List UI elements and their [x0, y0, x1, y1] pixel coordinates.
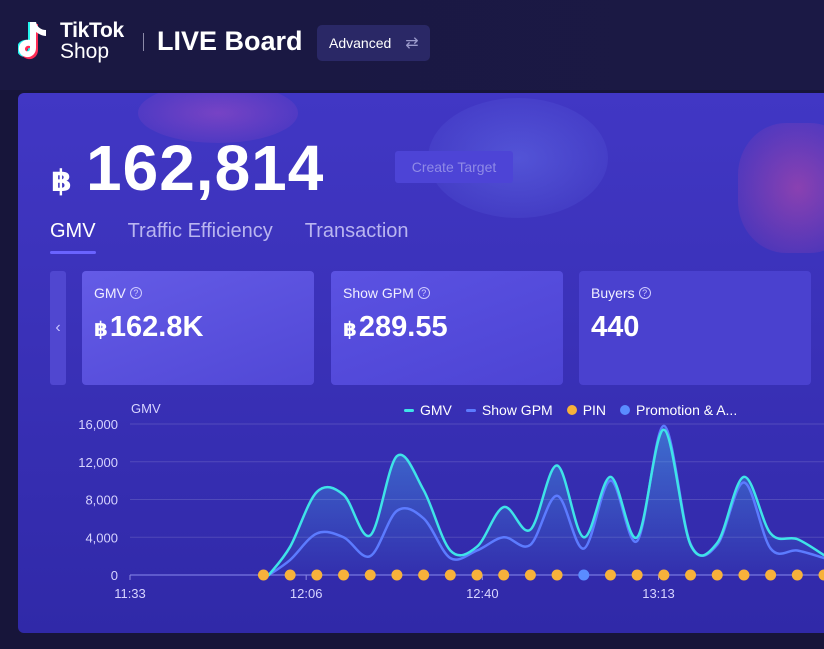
help-icon[interactable]: ? — [417, 287, 430, 299]
pin-marker — [658, 569, 670, 581]
decorative-glow — [138, 93, 298, 143]
pin-marker — [311, 569, 323, 581]
legend-swatch — [404, 408, 414, 412]
metric-card-gmv[interactable]: GMV ? ฿ 162.8K — [82, 271, 314, 385]
metric-card-buyers[interactable]: Buyers ? 440 — [579, 271, 811, 385]
currency-symbol: ฿ — [51, 165, 72, 198]
pin-marker — [631, 569, 643, 581]
help-icon[interactable]: ? — [638, 287, 651, 299]
metric-card-value-text: 162.8K — [109, 311, 204, 343]
legend-swatch — [620, 405, 631, 415]
decorative-glow — [738, 123, 824, 253]
tiktok-logo-icon — [18, 22, 46, 60]
x-tick-label: 12:06 — [290, 586, 323, 601]
create-target-button[interactable]: Create Target — [395, 151, 513, 183]
legend-swatch — [465, 408, 476, 412]
gmv-area-fill — [268, 429, 824, 575]
metric-card-show-gpm[interactable]: Show GPM ? ฿ 289.55 — [331, 271, 563, 385]
pin-marker — [471, 569, 483, 581]
legend-item-gmv[interactable]: GMV — [404, 402, 452, 418]
metric-card-value-text: 289.55 — [358, 311, 448, 343]
pin-marker — [551, 569, 563, 581]
series-line-gmv — [267, 428, 824, 577]
legend-label: PIN — [582, 402, 607, 418]
pin-marker — [391, 569, 403, 581]
pin-marker — [738, 569, 750, 581]
legend-label: GMV — [420, 402, 452, 418]
pin-marker — [711, 569, 723, 581]
gmv-line-chart[interactable]: GMV 0 4,000 8,000 12,000 16,000 11:33 12:06 12:4… — [18, 393, 824, 633]
pin-marker — [364, 569, 376, 581]
scroll-left-button[interactable]: ‹ — [50, 271, 66, 385]
legend-swatch — [566, 405, 577, 415]
legend-label: Show GPM — [481, 402, 553, 418]
pin-marker — [338, 569, 350, 581]
promotion-marker — [578, 569, 590, 581]
active-tab-indicator — [50, 251, 96, 254]
pin-marker — [284, 569, 296, 581]
metric-card-label-text: GMV — [94, 285, 126, 301]
y-axis-title: GMV — [131, 401, 161, 416]
pin-marker — [498, 569, 510, 581]
pin-marker — [444, 569, 456, 581]
tab-traffic-efficiency[interactable]: Traffic Efficiency — [127, 220, 273, 242]
header-divider — [143, 33, 144, 51]
legend-item-promotion[interactable]: Promotion & A... — [620, 402, 737, 418]
pin-marker — [604, 569, 616, 581]
pin-marker — [418, 569, 430, 581]
x-tick-label: 11:33 — [114, 586, 146, 601]
chevron-left-icon: ‹ — [55, 319, 61, 336]
metric-card-label: GMV ? — [94, 285, 302, 301]
x-tick-label: 13:13 — [642, 586, 675, 601]
y-tick-label: 0 — [111, 568, 118, 583]
swap-icon: ⇄ — [405, 35, 419, 52]
advanced-toggle-button[interactable]: Advanced ⇄ — [317, 25, 430, 61]
legend-label: Promotion & A... — [636, 402, 738, 418]
metric-card-value: ฿ 162.8K — [94, 311, 302, 344]
page-title: LIVE Board — [157, 26, 303, 56]
gmv-total-value: 162,814 — [86, 132, 325, 204]
legend-item-pin[interactable]: PIN — [566, 402, 607, 418]
chart-legend: GMV Show GPM PIN Promotion & A... — [404, 402, 737, 418]
y-tick-label: 4,000 — [85, 530, 118, 545]
currency-symbol: ฿ — [343, 319, 357, 341]
pin-marker — [818, 569, 824, 581]
y-tick-label: 8,000 — [85, 493, 118, 508]
top-header: TikTok Shop LIVE Board Advanced ⇄ — [0, 0, 824, 90]
pin-marker — [524, 569, 536, 581]
x-tick-label: 12:40 — [466, 586, 499, 601]
metric-card-label-text: Show GPM — [343, 285, 414, 301]
live-dashboard-panel: ฿ 162,814 Create Target GMV Traffic Effi… — [18, 93, 824, 633]
metric-card-value-text: 440 — [591, 311, 640, 343]
metric-tabs: GMV Traffic Efficiency Transaction — [50, 220, 409, 243]
help-icon[interactable]: ? — [129, 287, 142, 299]
pin-marker — [685, 569, 697, 581]
metric-card-value: 440 — [591, 311, 799, 344]
tab-transaction[interactable]: Transaction — [304, 220, 409, 242]
y-tick-label: 16,000 — [78, 417, 118, 432]
currency-symbol: ฿ — [94, 319, 108, 341]
pin-marker — [765, 569, 777, 581]
metric-card-value: ฿ 289.55 — [343, 311, 551, 344]
metric-card-label-text: Buyers — [591, 285, 635, 301]
metric-card-label: Show GPM ? — [343, 285, 551, 301]
tab-gmv[interactable]: GMV — [50, 220, 96, 242]
legend-item-show-gpm[interactable]: Show GPM — [465, 402, 553, 418]
metric-card-label: Buyers ? — [591, 285, 799, 301]
tiktok-shop-wordmark: TikTok Shop — [60, 19, 124, 63]
advanced-label: Advanced — [329, 35, 392, 51]
y-tick-label: 12,000 — [78, 455, 118, 470]
pin-marker — [257, 569, 269, 581]
pin-marker — [791, 569, 803, 581]
